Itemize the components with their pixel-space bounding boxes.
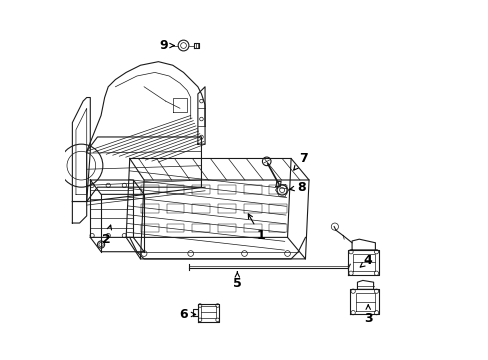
Text: 2: 2 — [102, 225, 111, 246]
Text: 1: 1 — [248, 214, 264, 242]
Text: 3: 3 — [363, 305, 372, 325]
Text: 4: 4 — [360, 254, 372, 267]
Text: 7: 7 — [293, 152, 307, 170]
Text: 5: 5 — [232, 272, 241, 291]
Text: 6: 6 — [179, 308, 195, 321]
Text: 8: 8 — [289, 181, 305, 194]
Text: 9: 9 — [159, 39, 174, 52]
